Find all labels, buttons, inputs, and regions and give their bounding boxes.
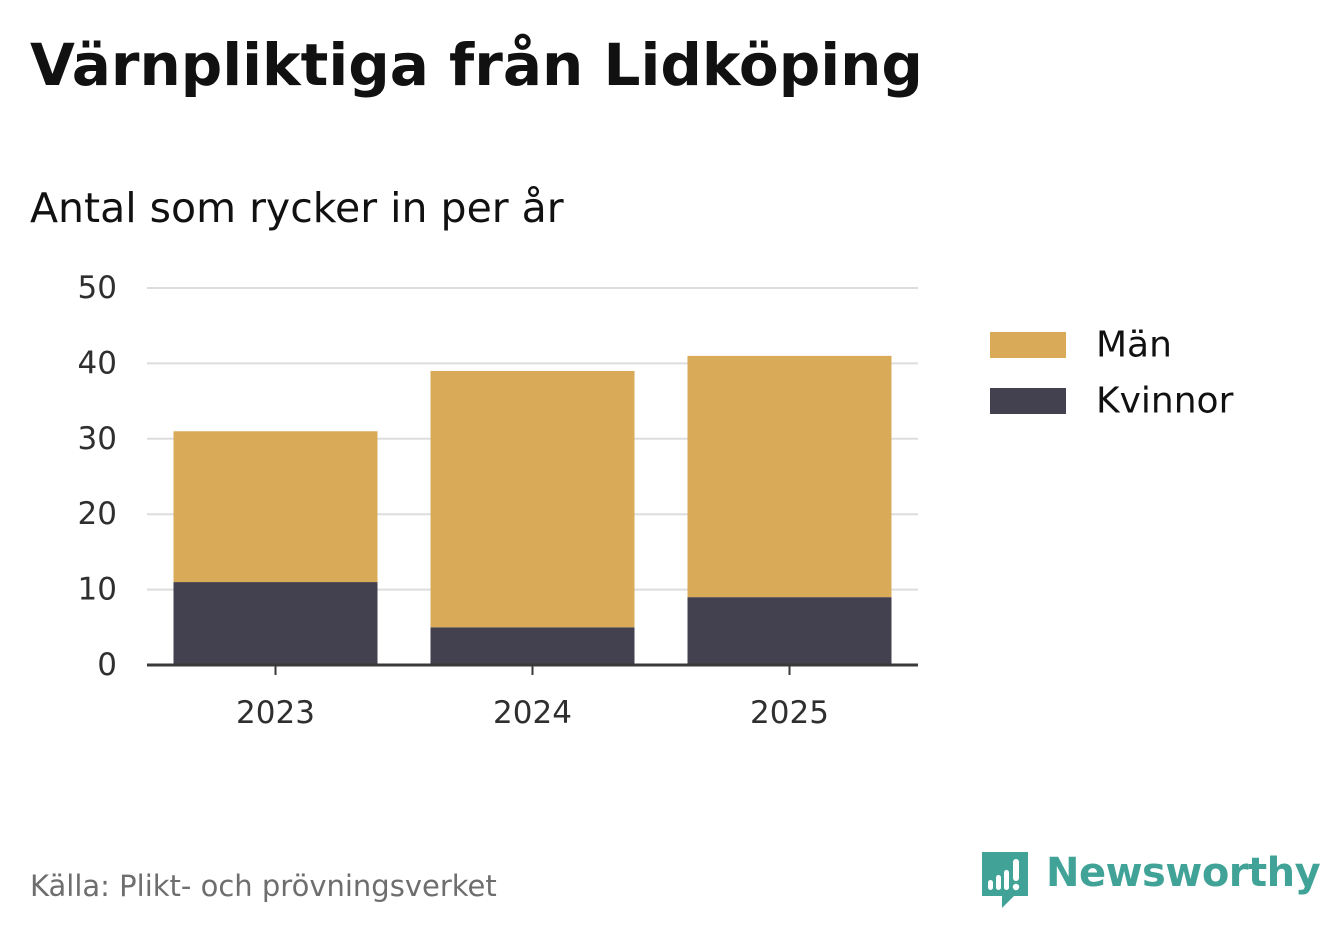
x-tick-label-2024: 2024	[493, 695, 572, 731]
newsworthy-logo-icon	[982, 852, 1028, 908]
bars	[173, 355, 892, 665]
y-tick-label-0: 0	[97, 647, 117, 683]
y-tick-label-50: 50	[78, 270, 117, 306]
x-tick-label-2025: 2025	[750, 695, 829, 731]
axes: 0 10 20 30 40 50 2023 2024 2025	[78, 270, 918, 731]
x-tick-label-2023: 2023	[236, 695, 315, 731]
y-tick-label-40: 40	[78, 345, 117, 381]
y-tick-label-10: 10	[78, 572, 117, 608]
chart-title: Värnpliktiga från Lidköping	[30, 31, 923, 99]
legend-swatch-kvinnor	[990, 388, 1066, 414]
stacked-bar-chart: 0 10 20 30 40 50 2023 2024 2025 Män Kvinnor	[78, 270, 1234, 731]
bar-kvinnor-2025	[687, 597, 892, 665]
legend-swatch-män	[990, 332, 1066, 358]
legend: Män Kvinnor	[990, 325, 1234, 422]
bar-kvinnor-2023	[173, 582, 378, 665]
legend-label-män: Män	[1096, 325, 1172, 366]
brand-logo: Newsworthy	[980, 850, 1321, 910]
bar-män-2023	[173, 431, 378, 583]
source-note: Källa: Plikt- och prövningsverket	[30, 869, 497, 903]
bar-män-2024	[430, 370, 635, 628]
brand-name: Newsworthy	[1046, 850, 1321, 896]
bar-män-2025	[687, 355, 892, 598]
y-tick-label-30: 30	[78, 421, 117, 457]
y-tick-label-20: 20	[78, 496, 117, 532]
legend-label-kvinnor: Kvinnor	[1096, 381, 1234, 422]
chart-subtitle: Antal som rycker in per år	[30, 184, 564, 232]
bar-kvinnor-2024	[430, 627, 635, 665]
